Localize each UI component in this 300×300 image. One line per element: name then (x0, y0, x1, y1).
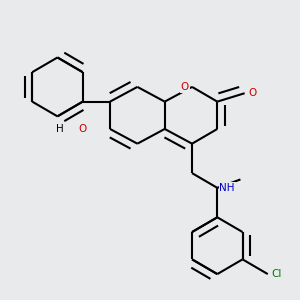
Text: O: O (248, 88, 256, 98)
Text: NH: NH (219, 183, 235, 193)
Text: Cl: Cl (271, 269, 281, 279)
Text: H: H (56, 124, 63, 134)
Text: O: O (180, 82, 189, 92)
Text: O: O (79, 124, 87, 134)
